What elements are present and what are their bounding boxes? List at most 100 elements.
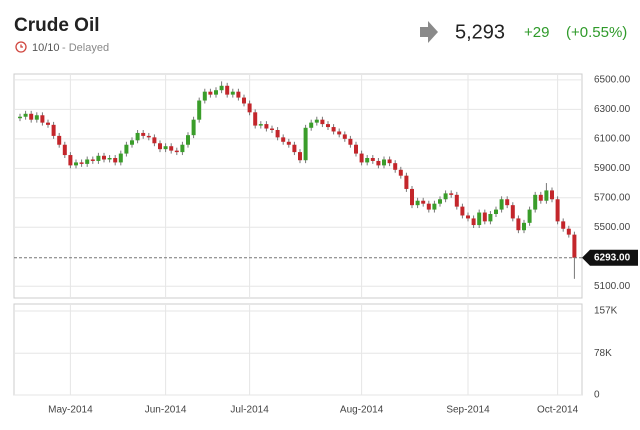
y-tick-label: 6300.00 [594,104,631,115]
candle-body [96,155,101,161]
candle-body [141,132,146,136]
candle-body [202,91,207,101]
candle-body [438,199,442,204]
candle-body [482,212,487,222]
direction-arrow [420,21,438,43]
candle-body [79,162,84,164]
y-tick-label: 6500.00 [594,75,631,86]
candle-body [365,158,370,163]
candle-body [516,218,521,231]
candle-body [488,214,493,222]
candle-body [186,135,190,145]
candle-body [197,100,202,120]
candle-body [404,175,409,189]
candle-body [572,234,577,258]
candle-body [225,85,230,95]
candle-body [258,124,263,126]
candle-body [449,193,454,195]
volume-panel [13,303,583,396]
candle-body [135,132,140,141]
volume-tick-label: 78K [594,348,612,359]
candle-body [242,97,246,104]
candle-body [359,153,364,163]
candle-body [40,115,45,123]
candle-body [23,113,28,117]
instrument-title: Crude Oil [14,15,100,36]
candle-body [443,193,448,200]
candle-body [298,152,302,161]
candle-body [118,153,123,163]
y-tick-label: 5500.00 [594,222,631,233]
candle-body [174,150,179,153]
price-panel [13,73,583,299]
y-tick-label: 5100.00 [594,281,631,292]
candle-body [303,127,308,161]
last-price: 5,293 [455,21,505,43]
y-tick-label: 5900.00 [594,163,631,174]
candle-body [90,159,95,161]
candle-body [387,159,392,164]
candle-body [270,128,274,130]
x-tick-label: Jun-2014 [145,405,187,416]
candle-body [275,130,280,138]
price-change: +29 [524,24,549,41]
clock-icon [15,41,27,53]
candle-body [466,215,470,219]
candle-body [533,194,538,210]
candle-body [393,163,398,170]
candle-body [522,222,526,231]
x-tick-label: Jul-2014 [230,405,269,416]
candle-body [85,159,90,164]
candle-body [309,122,314,128]
candle-body [421,200,426,204]
quote-status: - Delayed [62,42,109,54]
candle-body [113,158,118,163]
candle-body [264,124,269,129]
candle-body [286,141,291,145]
candle-body [158,143,162,150]
candle-body [426,203,431,210]
candle-body [107,158,112,160]
candle-body [510,205,515,219]
candle-body [432,203,437,210]
candle-body [314,119,319,123]
candle-body [180,144,185,153]
candle-body [214,90,218,95]
candle-body [337,131,342,135]
candle-body [29,113,34,120]
candle-body [219,85,224,91]
price-tag: 6293.00 [594,252,631,263]
percent-change: (+0.55%) [566,24,627,41]
y-tick-label: 6100.00 [594,133,631,144]
candle-body [320,119,325,125]
candle-body [561,221,566,229]
candle-body [494,209,498,214]
quote-date: 10/10 [32,42,60,54]
candle-body [471,218,476,226]
candle-body [454,194,459,207]
candle-body [499,199,504,210]
candle-body [382,159,386,166]
candle-body [331,127,336,132]
candle-body [124,144,129,154]
candle-body [348,138,353,145]
candle-body [130,140,134,145]
candle-body [292,144,297,153]
candle-body [253,112,258,126]
candle-body [51,124,56,136]
candle-body [146,135,151,138]
x-tick-label: Sep-2014 [446,405,490,416]
candle-body [376,160,381,166]
candle-body [410,188,414,206]
candle-body [460,206,465,216]
candle-body [550,190,554,200]
volume-tick-label: 157K [594,306,618,317]
candle-body [57,135,62,145]
volume-tick-label: 0 [594,390,600,401]
candle-body [34,115,39,120]
candle-body [538,194,543,201]
candle-body [102,155,106,160]
candle-body [163,146,168,150]
